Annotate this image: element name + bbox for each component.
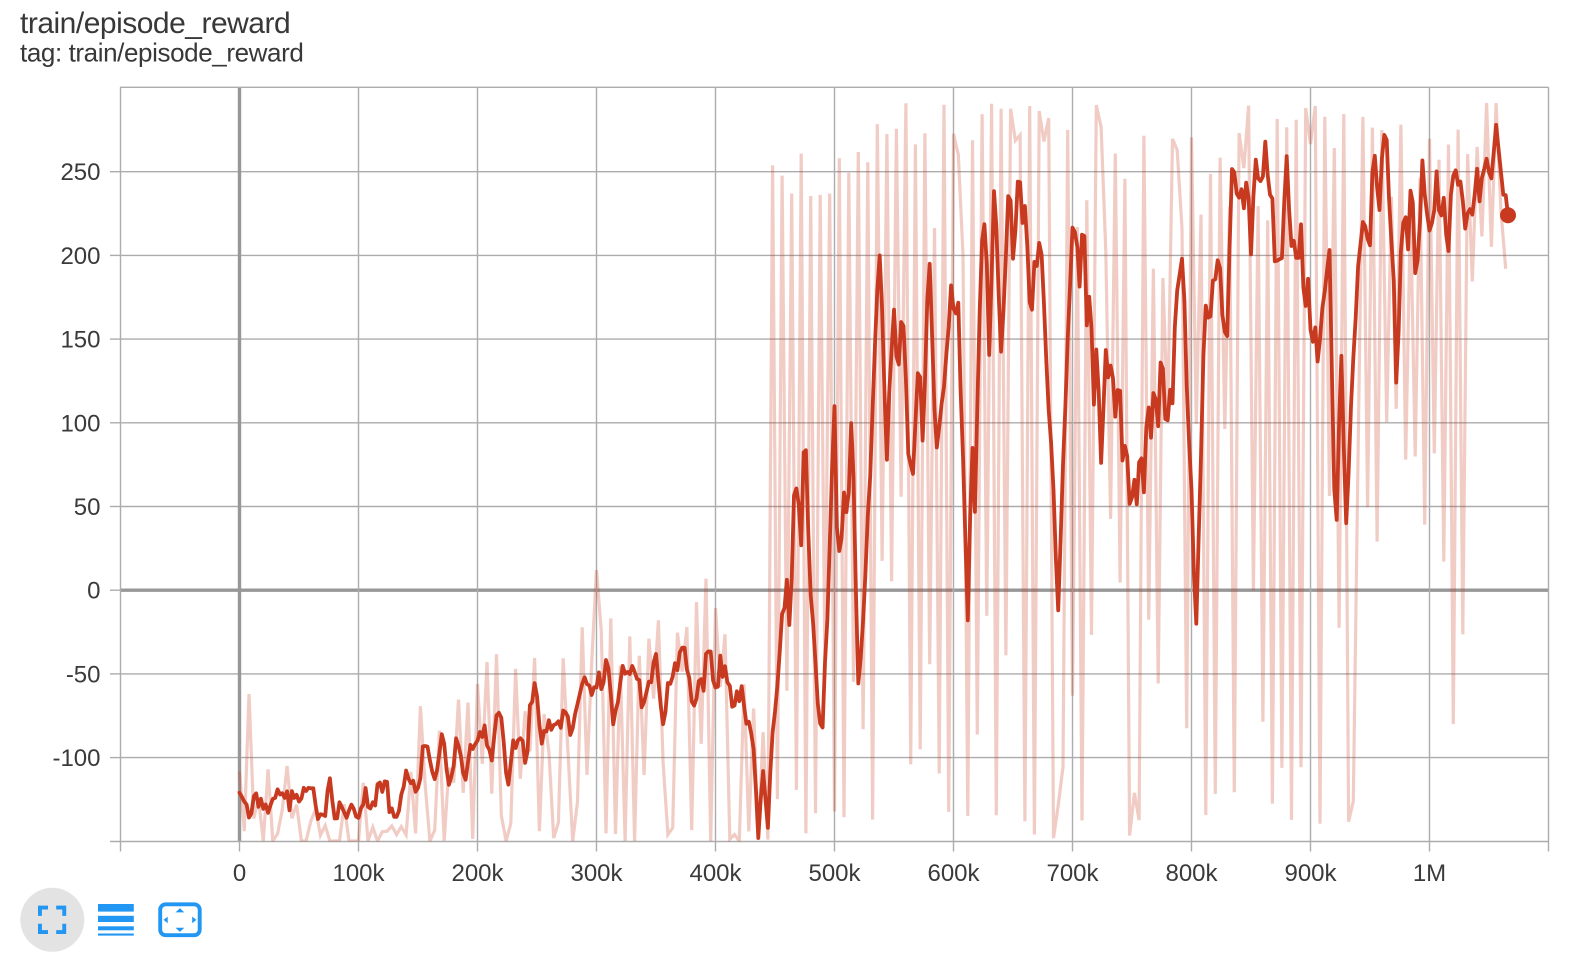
svg-text:tag: train/episode_reward: tag: train/episode_reward [20,38,303,68]
svg-text:900k: 900k [1284,860,1337,887]
svg-text:800k: 800k [1165,860,1218,887]
svg-text:0: 0 [233,860,246,887]
svg-text:0: 0 [87,578,100,605]
svg-text:100: 100 [60,410,100,437]
svg-text:150: 150 [60,327,100,354]
svg-text:train/episode_reward: train/episode_reward [20,7,290,40]
svg-text:1M: 1M [1413,860,1446,887]
svg-text:400k: 400k [689,860,742,887]
svg-text:-100: -100 [52,745,100,772]
svg-text:50: 50 [74,494,101,521]
svg-text:600k: 600k [927,860,980,887]
svg-text:200: 200 [60,243,100,270]
svg-text:300k: 300k [570,860,623,887]
svg-text:-50: -50 [66,661,101,688]
svg-text:200k: 200k [451,860,504,887]
svg-text:250: 250 [60,159,100,186]
svg-text:700k: 700k [1046,860,1099,887]
svg-text:500k: 500k [808,860,861,887]
svg-text:100k: 100k [332,860,385,887]
